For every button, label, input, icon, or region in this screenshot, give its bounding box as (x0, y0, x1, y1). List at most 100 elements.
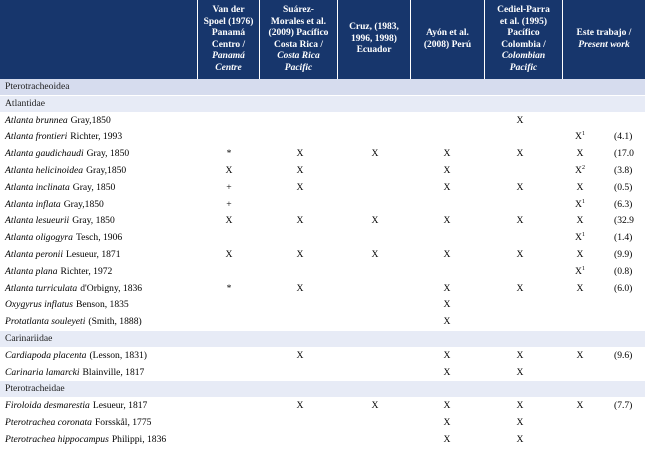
species-author: Gray, 1850 (72, 181, 116, 193)
species-author: Gray, 1850 (86, 148, 130, 160)
species-author: Tesch, 1906 (75, 232, 123, 244)
species-genus: Firoloida desmarestia (5, 400, 90, 412)
presence-mark: X (417, 215, 477, 226)
mark-value: X (516, 282, 524, 294)
presence-mark: X (490, 350, 550, 361)
species-author: Gray,1850 (86, 164, 127, 176)
abundance-value: (0.8) (614, 265, 633, 277)
presence-mark: X (270, 249, 330, 260)
header-line: Spoel (1976) (203, 16, 254, 27)
mark-value: X (296, 400, 304, 412)
species-genus: Atlanta inclinata (5, 181, 70, 193)
header-line: Morales et al. (270, 16, 327, 27)
column-header-6: Este trabajo / Present work (562, 0, 645, 79)
mark-value: X (296, 248, 304, 260)
mark-value: X (443, 299, 451, 311)
mark-value: X (225, 215, 233, 227)
mark-value: X (443, 164, 451, 176)
table-header: Van der Spoel (1976) Panamá Centro / Panamá C… (0, 0, 645, 79)
column-header-4: Ayón et al. (2008) Perú (410, 0, 484, 79)
species-name: Atlanta frontieri Richter, 1993 (5, 131, 122, 142)
species-genus: Atlanta peronii (5, 248, 64, 260)
presence-mark: X (345, 249, 405, 260)
footnote-mark: 2 (581, 164, 585, 171)
presence-mark: X (550, 148, 610, 159)
presence-mark: X1 (550, 131, 610, 142)
mark-value: X (296, 164, 304, 176)
presence-mark: X (417, 316, 477, 327)
presence-mark: X (417, 148, 477, 159)
table-row: Oxygyrus inflatus Benson, 1835 X (0, 297, 645, 315)
mark-value: X (575, 265, 582, 277)
header-line: (2008) Perú (423, 39, 472, 50)
species-name: Protatlanta souleyeti (Smith, 1888) (5, 316, 142, 327)
presence-mark: X (270, 165, 330, 176)
species-author: Benson, 1835 (75, 299, 129, 311)
mark-value: * (226, 148, 232, 160)
header-line: Ecuador (356, 45, 392, 56)
table-row: Cardiapoda placenta (Lesson, 1831) X X X X (9.… (0, 347, 645, 365)
mark-value: X (225, 164, 233, 176)
footnote-mark: 1 (581, 265, 585, 272)
header-line: Panamá (211, 28, 246, 38)
presence-mark: X (417, 165, 477, 176)
presence-mark: X (417, 417, 477, 428)
species-name: Atlanta gaudichaudi Gray, 1850 (5, 148, 129, 159)
table-row: Atlanta frontieri Richter, 1993 X1 (4.1) (0, 129, 645, 147)
presence-mark: X (550, 249, 610, 260)
species-name: Atlanta turriculata d'Orbigny, 1836 (5, 283, 142, 294)
presence-mark: X (417, 299, 477, 310)
family-label: Pterotracheidae (5, 383, 65, 395)
presence-mark: X (417, 182, 477, 193)
header-line: Este trabajo / (576, 28, 632, 38)
mark-value: X (443, 366, 451, 378)
species-name: Oxygyrus inflatus Benson, 1835 (5, 299, 129, 310)
mark-value: X (516, 114, 524, 126)
header-line: 1996, 1998) (351, 33, 397, 44)
presence-mark: X (270, 283, 330, 294)
species-genus: Atlanta brunnea (5, 114, 68, 126)
header-line-italic: Centre (215, 62, 242, 73)
presence-mark: X (550, 400, 610, 411)
mark-value: X (371, 148, 379, 160)
species-author: Lesueur, 1871 (66, 248, 121, 260)
table-row: Atlanta lesueurii Gray, 1850 X X X X X X (32.9 (0, 213, 645, 231)
presence-mark: * (199, 148, 259, 159)
species-author: Gray,1850 (70, 114, 111, 126)
species-author: Gray, 1850 (72, 215, 115, 227)
mark-value: X (443, 282, 451, 294)
table-row: Atlanta inflata Gray,1850 + X1 (6.3) (0, 196, 645, 214)
presence-mark: X (345, 148, 405, 159)
table-row: Firoloida desmarestia Lesueur, 1817 X X X X X (… (0, 398, 645, 415)
species-author: Blainville, 1817 (82, 366, 145, 378)
footnote-mark: 1 (581, 131, 585, 138)
mark-value: X (575, 164, 582, 176)
species-name: Atlanta inflata Gray,1850 (5, 199, 104, 210)
table-row: Atlanta plana Richter, 1972 X1 (0.8) (0, 263, 645, 281)
presence-mark: X (270, 350, 330, 361)
mark-value: X (576, 148, 584, 160)
species-name: Atlanta oligogyra Tesch, 1906 (5, 232, 122, 243)
species-name: Carinaria lamarcki Blainville, 1817 (5, 367, 144, 378)
presence-mark: X (417, 367, 477, 378)
mark-value: X (443, 215, 451, 227)
header-line-italic: Panamá (212, 51, 245, 61)
presence-mark: X (490, 434, 550, 445)
mark-value: X (516, 248, 524, 260)
species-name: Cardiapoda placenta (Lesson, 1831) (5, 350, 147, 361)
mark-value: X (443, 148, 451, 160)
presence-mark: + (199, 182, 259, 193)
mark-value: X (575, 131, 582, 143)
presence-mark: X (345, 400, 405, 411)
abundance-value: (9.9) (614, 248, 633, 260)
header-line: Costa Rica / (273, 39, 324, 50)
header-line-italic: Pacific (509, 62, 538, 73)
mark-value: + (226, 181, 232, 193)
presence-mark: * (199, 283, 259, 294)
species-genus: Atlanta plana (5, 265, 58, 277)
mark-value: X (516, 349, 524, 361)
abundance-value: (0.5) (614, 181, 633, 193)
species-author: (Lesson, 1831) (89, 349, 148, 361)
species-genus: Atlanta helicinoidea (5, 164, 84, 176)
